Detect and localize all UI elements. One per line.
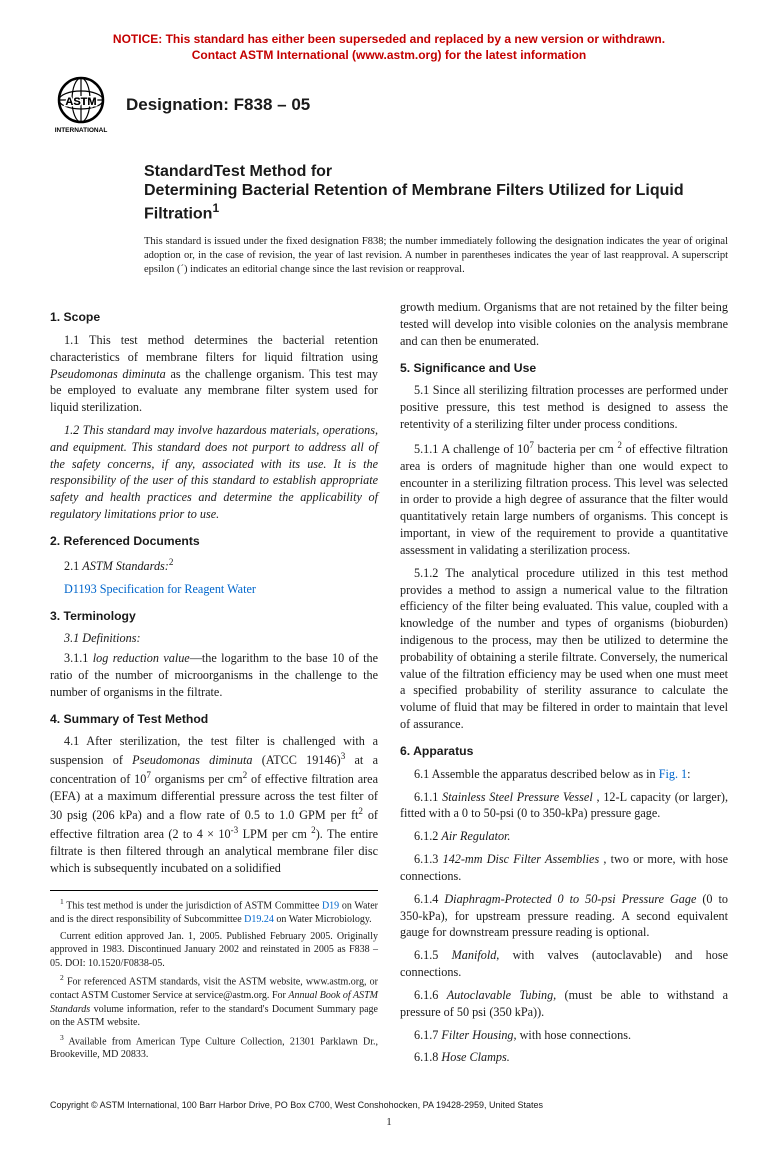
notice-banner: NOTICE: This standard has either been su… <box>50 32 728 63</box>
footnote-1-cont: Current edition approved Jan. 1, 2005. P… <box>50 930 378 971</box>
svg-text:INTERNATIONAL: INTERNATIONAL <box>55 127 108 134</box>
footnote-1: 1 This test method is under the jurisdic… <box>50 897 378 926</box>
terminology-sub: 3.1 Definitions: <box>50 630 378 647</box>
refdocs-p1: 2.1 ASTM Standards:2 <box>50 556 378 575</box>
title-block: StandardTest Method for Determining Bact… <box>144 163 728 224</box>
apparatus-p6: 6.1.5 Manifold, with valves (autoclavabl… <box>400 947 728 981</box>
terminology-p1: 3.1.1 log reduction value—the logarithm … <box>50 650 378 700</box>
apparatus-p7: 6.1.6 Autoclavable Tubing, (must be able… <box>400 987 728 1021</box>
notice-line-1: NOTICE: This standard has either been su… <box>113 32 665 46</box>
d19-link[interactable]: D19 <box>322 901 339 912</box>
section-heading-summary: 4. Summary of Test Method <box>50 711 378 728</box>
footnote-3: 3 Available from American Type Culture C… <box>50 1033 378 1062</box>
right-column: growth medium. Organisms that are not re… <box>400 299 728 1072</box>
significance-p3: 5.1.2 The analytical procedure utilized … <box>400 565 728 733</box>
header-row: ASTM ASTM INTERNATIONAL Designation: F83… <box>50 75 728 135</box>
significance-p1: 5.1 Since all sterilizing filtration pro… <box>400 382 728 432</box>
scope-p1: 1.1 This test method determines the bact… <box>50 332 378 416</box>
svg-text:ASTM: ASTM <box>65 96 96 108</box>
d1193-link[interactable]: D1193 <box>64 582 97 596</box>
title-issuance-note: This standard is issued under the fixed … <box>144 235 728 278</box>
astm-logo: ASTM ASTM INTERNATIONAL <box>50 75 112 135</box>
title-prefix: StandardTest Method for <box>144 163 728 181</box>
section-heading-significance: 5. Significance and Use <box>400 360 728 377</box>
apparatus-p9: 6.1.8 Hose Clamps. <box>400 1049 728 1066</box>
section-heading-scope: 1. Scope <box>50 309 378 326</box>
summary-p1: 4.1 After sterilization, the test filter… <box>50 733 378 876</box>
apparatus-p1: 6.1 Assemble the apparatus described bel… <box>400 766 728 783</box>
apparatus-p4: 6.1.3 142-mm Disc Filter Assemblies , tw… <box>400 851 728 885</box>
fig1-link[interactable]: Fig. 1 <box>659 767 687 781</box>
section-heading-terminology: 3. Terminology <box>50 608 378 625</box>
section-heading-refdocs: 2. Referenced Documents <box>50 533 378 550</box>
summary-p1-cont: growth medium. Organisms that are not re… <box>400 299 728 349</box>
astm-logo-icon: ASTM ASTM INTERNATIONAL <box>50 75 112 135</box>
apparatus-p5: 6.1.4 Diaphragm-Protected 0 to 50-psi Pr… <box>400 891 728 941</box>
left-column: 1. Scope 1.1 This test method determines… <box>50 299 378 1072</box>
page-number: 1 <box>50 1116 728 1128</box>
copyright-line: Copyright © ASTM International, 100 Barr… <box>50 1100 728 1110</box>
d19-24-link[interactable]: D19.24 <box>244 914 274 925</box>
two-column-body: 1. Scope 1.1 This test method determines… <box>50 299 728 1072</box>
notice-line-2: Contact ASTM International (www.astm.org… <box>192 48 586 62</box>
apparatus-p2: 6.1.1 Stainless Steel Pressure Vessel , … <box>400 789 728 823</box>
significance-p2: 5.1.1 A challenge of 107 bacteria per cm… <box>400 439 728 559</box>
apparatus-p3: 6.1.2 Air Regulator. <box>400 828 728 845</box>
refdocs-link-line: D1193 Specification for Reagent Water <box>50 581 378 598</box>
scope-p2: 1.2 This standard may involve hazardous … <box>50 422 378 523</box>
footnotes-block: 1 This test method is under the jurisdic… <box>50 890 378 1061</box>
title-main: Determining Bacterial Retention of Membr… <box>144 181 728 224</box>
document-page: NOTICE: This standard has either been su… <box>0 0 778 1168</box>
designation-label: Designation: F838 – 05 <box>126 95 310 115</box>
footnote-2: 2 For referenced ASTM standards, visit t… <box>50 973 378 1029</box>
section-heading-apparatus: 6. Apparatus <box>400 743 728 760</box>
